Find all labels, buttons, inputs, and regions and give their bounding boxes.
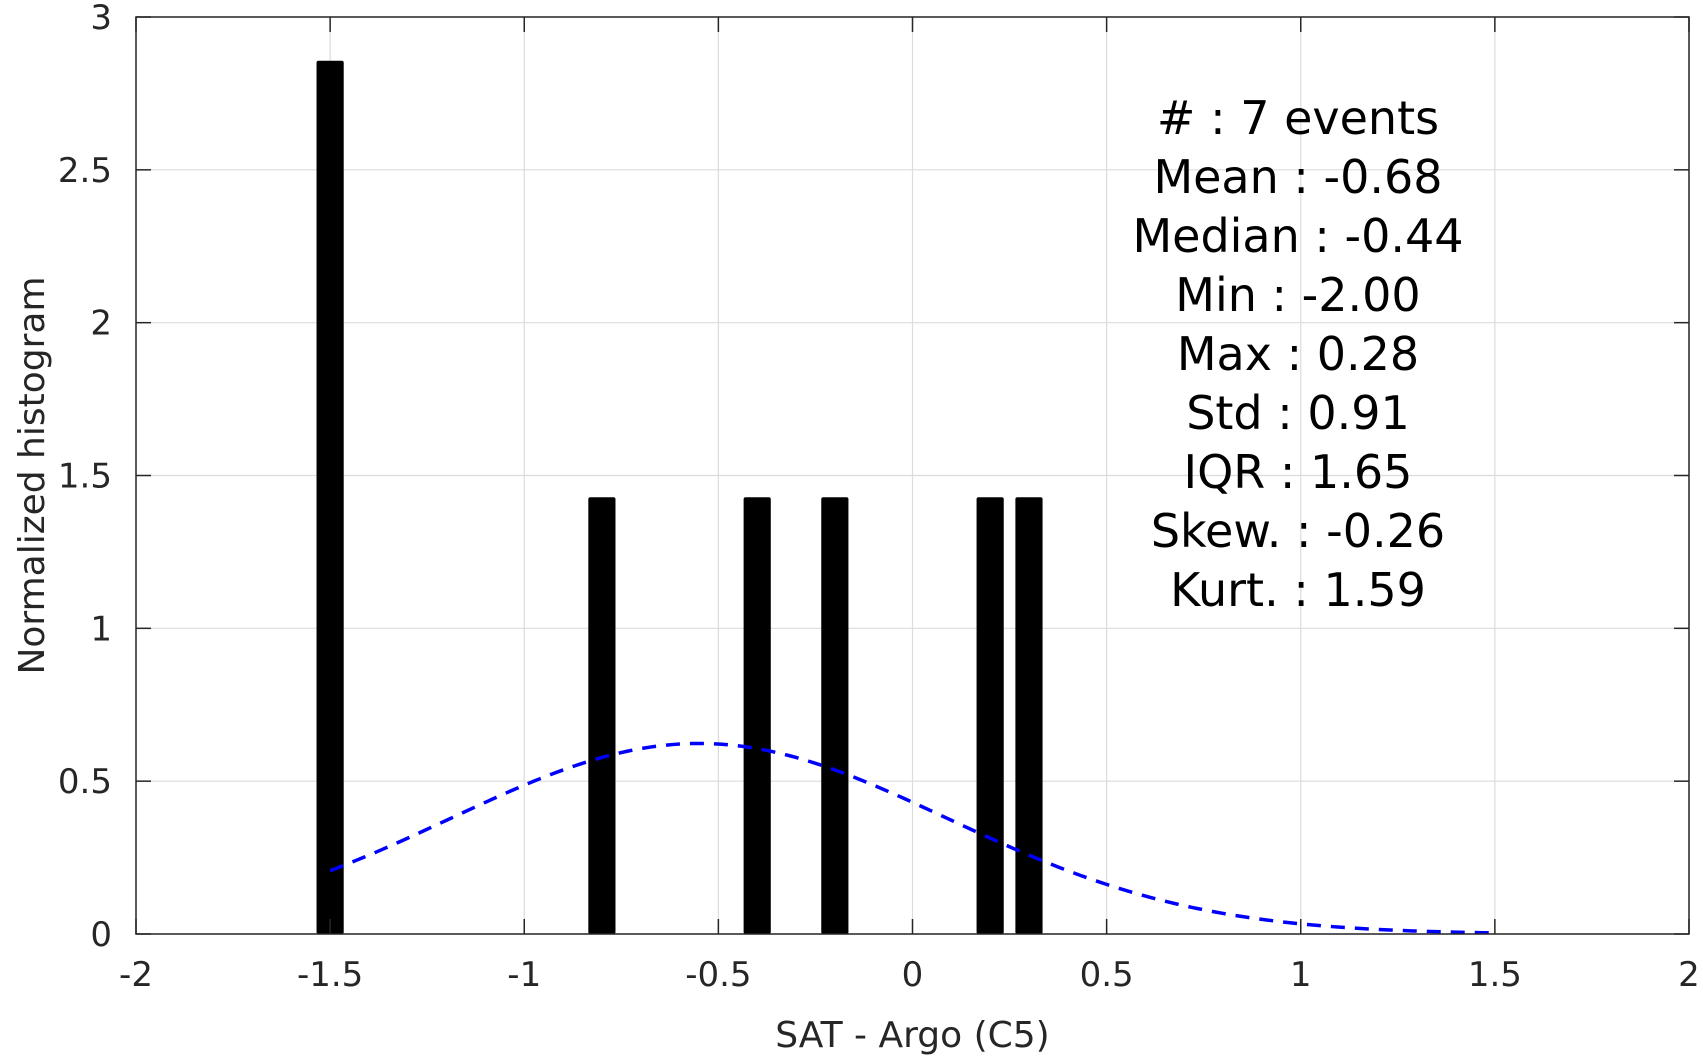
y-tick-label-3: 1.5 — [58, 457, 112, 497]
stat-line-5: Std : 0.91 — [1186, 386, 1410, 440]
x-axis-label: SAT - Argo (C5) — [775, 1015, 1049, 1056]
grid-lines — [135, 16, 1690, 935]
histogram-bar-5 — [1015, 497, 1043, 934]
stat-line-6: IQR : 1.65 — [1184, 445, 1413, 499]
y-axis-label: Normalized histogram — [12, 276, 53, 674]
stat-separator-6: : — [1265, 445, 1310, 499]
stat-line-2: Median : -0.44 — [1132, 209, 1463, 263]
stat-label-5: Std — [1186, 386, 1262, 440]
stat-separator-2: : — [1300, 209, 1345, 263]
stat-label-2: Median — [1132, 209, 1299, 263]
axis-ticks — [135, 16, 1690, 935]
x-tick-label-3: -0.5 — [685, 955, 751, 995]
histogram-bar-4 — [976, 497, 1004, 934]
stat-label-7: Skew. — [1151, 504, 1282, 558]
stat-line-0: # : 7 events — [1157, 91, 1439, 145]
stat-value-4: 0.28 — [1317, 327, 1419, 381]
stat-separator-4: : — [1272, 327, 1317, 381]
stat-separator-7: : — [1281, 504, 1326, 558]
histogram-bar-0 — [316, 60, 344, 935]
stat-separator-8: : — [1279, 563, 1324, 617]
x-tick-label-1: -1.5 — [297, 955, 363, 995]
histogram-bars — [316, 60, 1043, 935]
stat-label-1: Mean — [1153, 150, 1278, 204]
y-tick-label-2: 1 — [90, 609, 112, 649]
stat-value-2: -0.44 — [1345, 209, 1464, 263]
y-tick-label-5: 2.5 — [58, 151, 112, 191]
y-tick-labels: 0 0.5 1 1.5 2 2.5 3 — [58, 0, 112, 955]
stat-line-8: Kurt. : 1.59 — [1170, 563, 1426, 617]
histogram-bar-3 — [821, 497, 849, 934]
x-tick-label-4: 0 — [902, 955, 924, 995]
x-tick-label-8: 2 — [1678, 955, 1700, 995]
stat-value-5: 0.91 — [1307, 386, 1409, 440]
stat-separator-5: : — [1263, 386, 1308, 440]
stat-line-3: Min : -2.00 — [1175, 268, 1420, 322]
stat-value-8: 1.59 — [1323, 563, 1425, 617]
y-tick-label-1: 0.5 — [58, 762, 112, 802]
stat-line-4: Max : 0.28 — [1177, 327, 1419, 381]
x-tick-label-5: 0.5 — [1080, 955, 1134, 995]
x-tick-labels: -2 -1.5 -1 -0.5 0 0.5 1 1.5 2 — [119, 955, 1700, 995]
stat-value-3: -2.00 — [1302, 268, 1421, 322]
histogram-bar-2 — [743, 497, 771, 934]
stat-line-1: Mean : -0.68 — [1153, 150, 1442, 204]
histogram-bar-1 — [588, 497, 616, 934]
stat-value-1: -0.68 — [1324, 150, 1443, 204]
stat-label-6: IQR — [1184, 445, 1266, 499]
x-tick-label-7: 1.5 — [1468, 955, 1522, 995]
x-tick-label-2: -1 — [507, 955, 541, 995]
stat-separator-1: : — [1279, 150, 1324, 204]
stat-label-4: Max — [1177, 327, 1272, 381]
stat-line-7: Skew. : -0.26 — [1151, 504, 1445, 558]
stat-separator-0: : — [1210, 91, 1240, 145]
x-tick-label-6: 1 — [1290, 955, 1312, 995]
y-tick-label-0: 0 — [90, 915, 112, 955]
y-tick-label-6: 3 — [90, 0, 112, 38]
stat-value-0: 7 events — [1240, 91, 1439, 145]
y-tick-label-4: 2 — [90, 304, 112, 344]
stat-value-7: -0.26 — [1326, 504, 1445, 558]
stat-label-8: Kurt. — [1170, 563, 1279, 617]
stat-label-3: Min — [1175, 268, 1257, 322]
stat-separator-3: : — [1257, 268, 1302, 322]
stat-value-6: 1.65 — [1310, 445, 1412, 499]
x-tick-label-0: -2 — [119, 955, 153, 995]
stat-label-0: # — [1157, 91, 1210, 145]
